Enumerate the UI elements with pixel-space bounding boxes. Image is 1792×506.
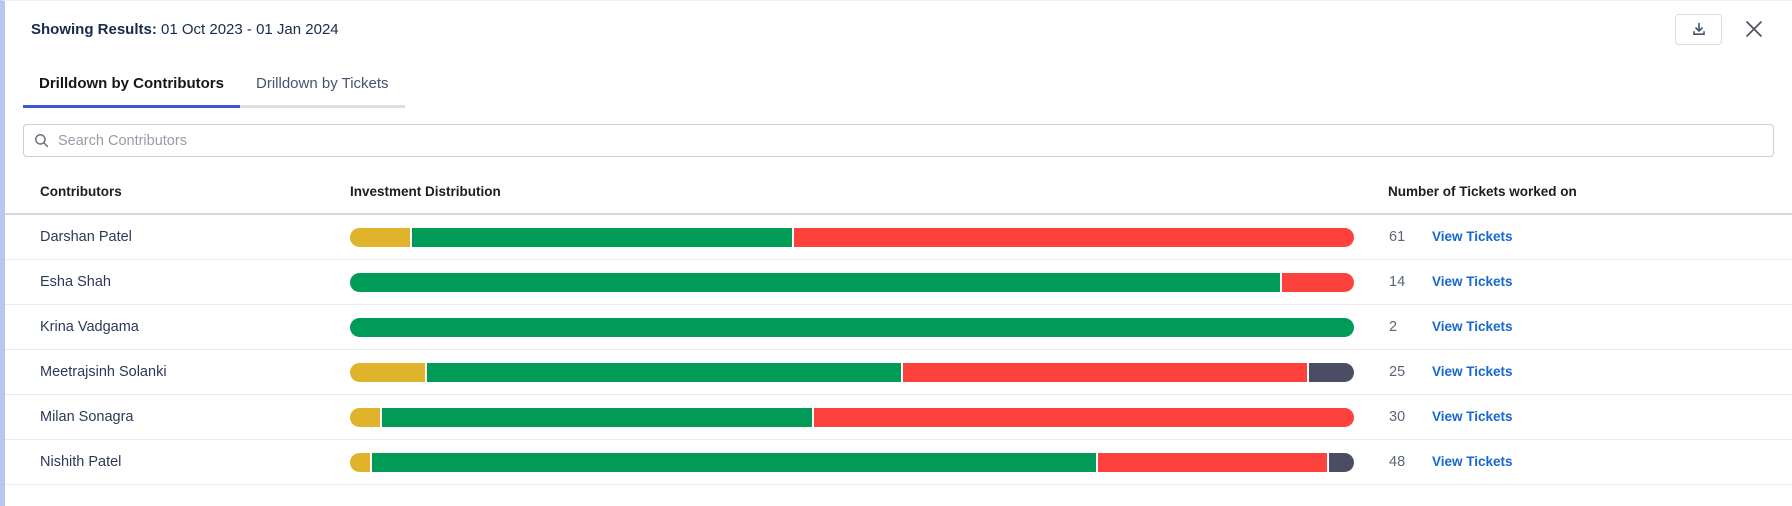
column-header-number-of-tickets: Number of Tickets worked on — [1388, 184, 1577, 199]
view-tickets-link[interactable]: View Tickets — [1432, 364, 1513, 379]
investment-distribution-bar — [350, 272, 1354, 292]
tab-drilldown-by-tickets[interactable]: Drilldown by Tickets — [240, 69, 405, 108]
table-row: Nishith Patel 48 View Tickets — [5, 440, 1792, 485]
table-row: Meetrajsinh Solanki 25 View Tickets — [5, 350, 1792, 395]
bar-segment-yellow — [350, 452, 370, 472]
view-tickets-link[interactable]: View Tickets — [1432, 319, 1513, 334]
view-tickets-link[interactable]: View Tickets — [1432, 274, 1513, 289]
bar-segment-red — [814, 407, 1354, 427]
view-tickets-link[interactable]: View Tickets — [1432, 229, 1513, 244]
drilldown-tabs: Drilldown by Contributors Drilldown by T… — [23, 69, 1792, 108]
contributor-name: Krina Vadgama — [40, 319, 139, 335]
table-header-divider — [5, 213, 1792, 215]
column-header-contributors: Contributors — [40, 184, 122, 199]
bar-segment-yellow — [350, 362, 425, 382]
tab-drilldown-by-contributors[interactable]: Drilldown by Contributors — [23, 69, 240, 108]
bar-segment-red — [1097, 452, 1328, 472]
bar-segment-green — [350, 272, 1280, 292]
search-icon — [34, 133, 58, 148]
close-button[interactable] — [1738, 13, 1770, 45]
bar-segment-red — [794, 227, 1354, 247]
bar-segment-yellow — [350, 227, 410, 247]
table-header: Contributors Investment Distribution Num… — [5, 184, 1792, 213]
contributor-name: Esha Shah — [40, 274, 111, 290]
search-box — [23, 124, 1774, 157]
contributor-name: Darshan Patel — [40, 229, 132, 245]
close-icon — [1743, 18, 1765, 40]
download-icon — [1691, 21, 1707, 37]
bar-segment-red — [902, 362, 1308, 382]
view-tickets-link[interactable]: View Tickets — [1432, 454, 1513, 469]
contributor-name: Milan Sonagra — [40, 409, 134, 425]
ticket-count: 48 — [1389, 454, 1406, 470]
investment-distribution-bar — [350, 362, 1354, 382]
results-header: Showing Results: 01 Oct 2023 - 01 Jan 20… — [5, 1, 1792, 45]
ticket-count: 61 — [1389, 229, 1406, 245]
table-row: Krina Vadgama 2 View Tickets — [5, 305, 1792, 350]
ticket-count: 30 — [1389, 409, 1406, 425]
view-tickets-link[interactable]: View Tickets — [1432, 409, 1513, 424]
search-contributors-input[interactable] — [58, 132, 1763, 149]
results-label: Showing Results: — [31, 20, 157, 38]
investment-distribution-bar — [350, 227, 1354, 247]
bar-segment-green — [382, 407, 812, 427]
bar-segment-dark — [1329, 452, 1354, 472]
bar-segment-green — [350, 317, 1354, 337]
ticket-count: 25 — [1389, 364, 1406, 380]
results-date-range: 01 Oct 2023 - 01 Jan 2024 — [156, 20, 339, 38]
download-button[interactable] — [1675, 13, 1722, 45]
bar-segment-green — [412, 227, 792, 247]
contributor-name: Nishith Patel — [40, 454, 122, 470]
table-row: Esha Shah 14 View Tickets — [5, 260, 1792, 305]
bar-segment-green — [371, 452, 1096, 472]
ticket-count: 14 — [1389, 274, 1406, 290]
bar-segment-dark — [1309, 362, 1354, 382]
ticket-count: 2 — [1389, 319, 1398, 335]
investment-distribution-bar — [350, 407, 1354, 427]
results-title: Showing Results: 01 Oct 2023 - 01 Jan 20… — [31, 21, 1675, 38]
bar-segment-red — [1281, 272, 1354, 292]
contributor-name: Meetrajsinh Solanki — [40, 364, 167, 380]
contributors-table-body: Darshan Patel 61 View Tickets Esha Shah … — [5, 215, 1792, 485]
bar-segment-green — [426, 362, 901, 382]
table-row: Darshan Patel 61 View Tickets — [5, 215, 1792, 260]
bar-segment-yellow — [350, 407, 380, 427]
investment-distribution-bar — [350, 452, 1354, 472]
column-header-investment-distribution: Investment Distribution — [350, 184, 501, 199]
table-row: Milan Sonagra 30 View Tickets — [5, 395, 1792, 440]
investment-distribution-bar — [350, 317, 1354, 337]
